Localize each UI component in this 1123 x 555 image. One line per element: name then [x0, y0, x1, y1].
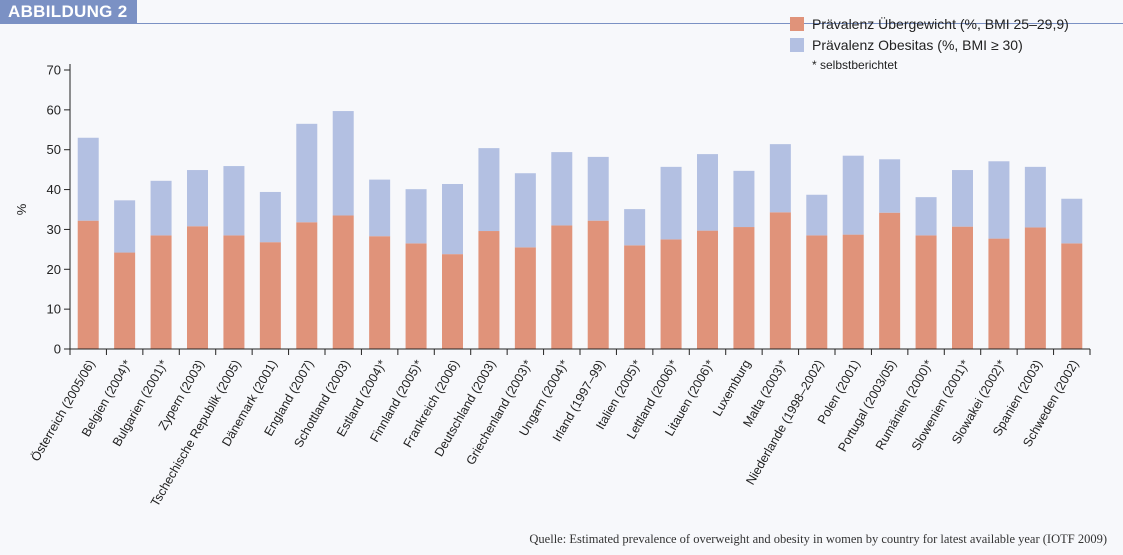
- y-tick-label: 20: [47, 262, 61, 277]
- bar-obesitas: [296, 123, 318, 223]
- bar-uebergewicht: [915, 235, 937, 349]
- bar-uebergewicht: [842, 234, 864, 349]
- bar-obesitas: [624, 209, 646, 246]
- legend-swatch-obesitas: [790, 38, 804, 52]
- bar-obesitas: [77, 137, 99, 221]
- legend: Prävalenz Übergewicht (%, BMI 25–29,9) Pr…: [790, 15, 1069, 72]
- bar-obesitas: [551, 152, 573, 226]
- bars: [77, 111, 1083, 349]
- bar-obesitas: [988, 161, 1010, 239]
- bar-obesitas: [332, 111, 354, 216]
- bar-uebergewicht: [1024, 227, 1046, 349]
- bar-obesitas: [514, 173, 536, 248]
- legend-label-obesitas: Prävalenz Obesitas (%, BMI ≥ 30): [812, 37, 1023, 53]
- bar-obesitas: [806, 194, 828, 236]
- bar-uebergewicht: [988, 238, 1010, 349]
- bar-obesitas: [842, 155, 864, 235]
- bar-uebergewicht: [259, 242, 281, 349]
- bar-obesitas: [952, 170, 973, 227]
- bar-uebergewicht: [332, 215, 354, 349]
- legend-swatch-uebergewicht: [790, 17, 804, 31]
- bar-uebergewicht: [806, 235, 828, 349]
- legend-note: * selbstberichtet: [812, 58, 898, 72]
- bar-uebergewicht: [514, 247, 536, 349]
- bar-obesitas: [187, 170, 208, 227]
- bar-obesitas: [478, 148, 500, 232]
- bar-uebergewicht: [187, 226, 208, 349]
- y-tick-label: 50: [47, 142, 61, 157]
- bar-uebergewicht: [879, 212, 901, 349]
- bar-uebergewicht: [77, 220, 99, 349]
- bar-uebergewicht: [478, 231, 500, 349]
- bar-obesitas: [697, 154, 718, 231]
- x-tick-label: Österreich (2005/06): [28, 358, 97, 464]
- bar-uebergewicht: [369, 236, 391, 349]
- bar-uebergewicht: [952, 226, 973, 349]
- bar-obesitas: [660, 166, 682, 240]
- bar-obesitas: [769, 144, 791, 213]
- bar-uebergewicht: [296, 222, 318, 349]
- bar-obesitas: [1061, 198, 1083, 244]
- y-axis-label: %: [14, 203, 29, 215]
- bar-uebergewicht: [114, 252, 136, 349]
- bar-uebergewicht: [733, 227, 755, 349]
- y-tick-label: 30: [47, 222, 61, 237]
- bar-obesitas: [405, 189, 427, 244]
- source-note: Quelle: Estimated prevalence of overweig…: [529, 532, 1107, 546]
- x-axis: Österreich (2005/06)Belgien (2004)*Bulga…: [28, 348, 1091, 509]
- bar-obesitas: [114, 200, 136, 253]
- bar-uebergewicht: [587, 220, 609, 349]
- bar-uebergewicht: [442, 254, 463, 349]
- bar-uebergewicht: [405, 243, 427, 349]
- bar-obesitas: [442, 183, 463, 255]
- bar-obesitas: [1024, 166, 1046, 228]
- bar-obesitas: [259, 191, 281, 243]
- figure-label: ABBILDUNG 2: [0, 0, 138, 24]
- bar-uebergewicht: [624, 245, 646, 349]
- header-rule: [0, 23, 1123, 24]
- bar-uebergewicht: [1061, 243, 1083, 349]
- bar-obesitas: [150, 180, 172, 236]
- y-tick-label: 0: [54, 342, 61, 357]
- bar-obesitas: [223, 166, 245, 236]
- bar-uebergewicht: [551, 225, 573, 349]
- bar-uebergewicht: [223, 235, 245, 349]
- bar-uebergewicht: [660, 239, 682, 349]
- bar-obesitas: [587, 156, 609, 221]
- y-tick-label: 70: [47, 63, 61, 78]
- bar-obesitas: [369, 179, 391, 237]
- legend-label-uebergewicht: Prävalenz Übergewicht (%, BMI 25–29,9): [812, 15, 1069, 32]
- bar-uebergewicht: [769, 212, 791, 349]
- bar-uebergewicht: [697, 230, 718, 349]
- bar-uebergewicht: [150, 235, 172, 349]
- x-tick-label: Griechenland (2003)*: [463, 357, 535, 467]
- y-tick-label: 10: [47, 302, 61, 317]
- bar-obesitas: [915, 197, 937, 236]
- bar-obesitas: [733, 170, 755, 228]
- y-tick-label: 40: [47, 182, 61, 197]
- y-axis: 0 10 20 30 40 50 60 70%: [14, 63, 71, 357]
- bar-obesitas: [879, 159, 901, 213]
- y-tick-label: 60: [47, 102, 61, 117]
